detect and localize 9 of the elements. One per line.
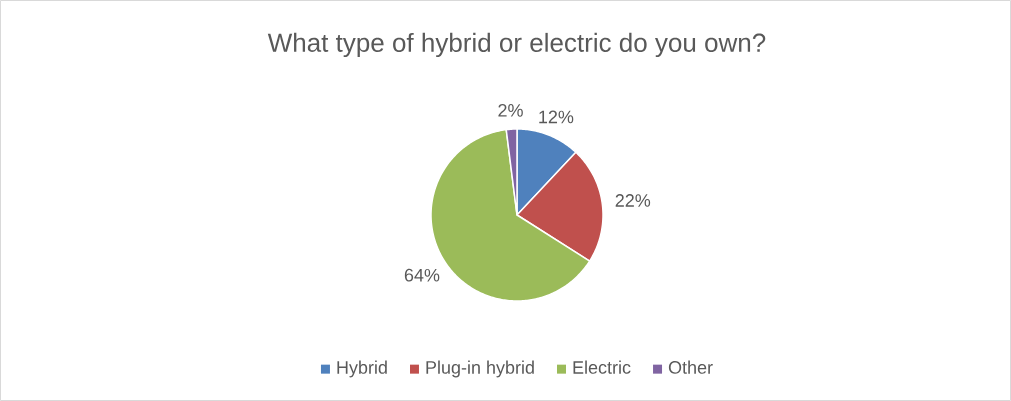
legend-label: Other xyxy=(668,360,713,374)
legend-label: Plug-in hybrid xyxy=(426,360,534,378)
data-label: 22% xyxy=(615,194,651,207)
legend-label: Electric xyxy=(573,360,631,374)
legend-label: Hybrid xyxy=(337,360,387,378)
chart-title: What type of hybrid or electric do you own? xyxy=(267,32,766,58)
data-label: 64% xyxy=(404,268,440,282)
data-label: 2% xyxy=(498,104,523,117)
data-label: 12% xyxy=(539,110,574,124)
